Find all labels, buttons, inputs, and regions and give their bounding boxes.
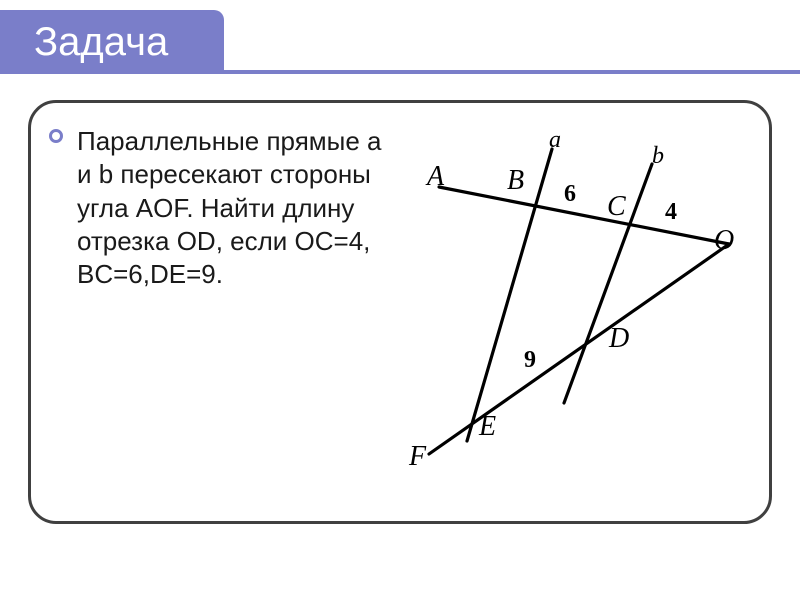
bullet-icon	[49, 129, 63, 143]
slide-title: Задача	[0, 20, 168, 65]
geometry-diagram: A B C O D E F a b 6 4 9	[369, 109, 759, 479]
slide-header: Задача	[0, 10, 800, 74]
label-line-a: a	[549, 127, 561, 154]
label-len-6: 6	[564, 181, 576, 208]
header-underline	[0, 70, 800, 74]
label-C: C	[607, 191, 626, 223]
label-len-9: 9	[524, 347, 536, 374]
label-E: E	[479, 411, 496, 443]
problem-text: Параллельные прямые a и b пересекают сто…	[77, 125, 389, 291]
label-B: B	[507, 165, 524, 197]
line-AO	[439, 187, 729, 244]
content-card: Параллельные прямые a и b пересекают сто…	[28, 100, 772, 524]
label-O: O	[714, 225, 734, 257]
label-line-b: b	[652, 143, 664, 170]
label-D: D	[609, 323, 629, 355]
label-F: F	[409, 441, 426, 473]
label-A: A	[427, 161, 444, 193]
label-len-4: 4	[665, 199, 677, 226]
